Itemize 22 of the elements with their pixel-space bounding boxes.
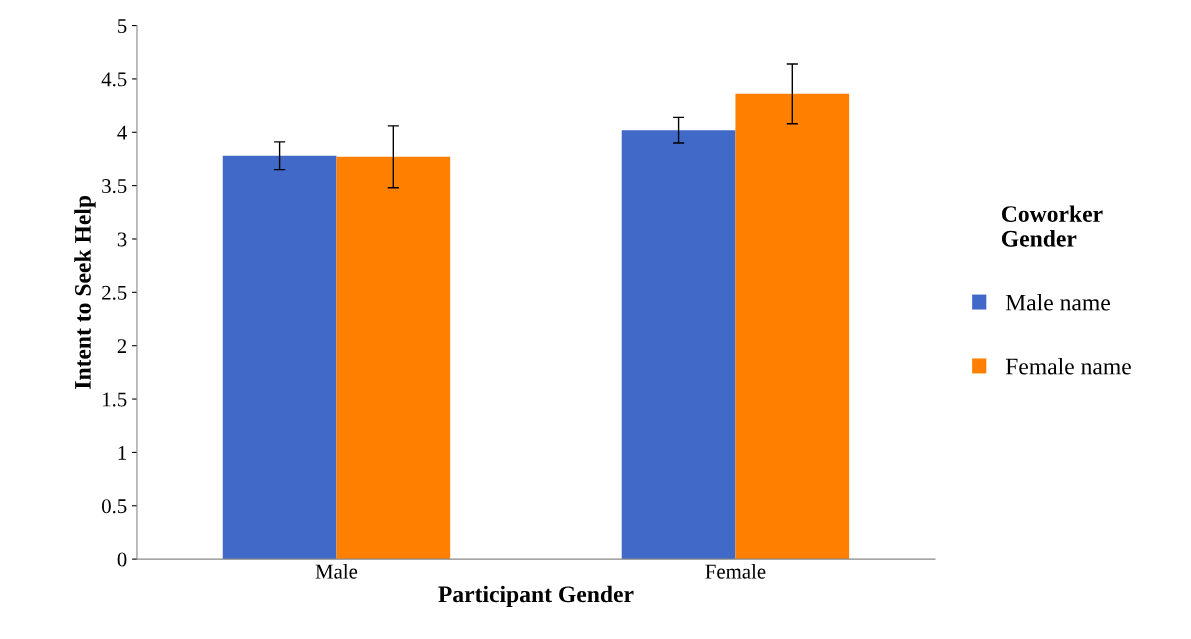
bar bbox=[621, 130, 736, 560]
y-tick-label: 1.5 bbox=[103, 392, 127, 407]
bar bbox=[735, 93, 850, 560]
y-tick-label: 3.5 bbox=[102, 179, 127, 194]
legend-label: Male name bbox=[1005, 293, 1110, 311]
legend-label: Female name bbox=[1005, 357, 1131, 375]
y-tick-label: 5 bbox=[118, 19, 127, 33]
y-tick-label: 2 bbox=[117, 339, 127, 353]
y-tick-label: 0 bbox=[117, 552, 127, 567]
y-axis-title: Intent to Seek Help bbox=[74, 195, 96, 389]
y-tick-label: 3 bbox=[117, 232, 127, 247]
y-tick-label: 1 bbox=[118, 445, 126, 460]
y-tick-label: 0.5 bbox=[102, 499, 127, 514]
legend-title: Coworker Gender bbox=[1001, 205, 1103, 247]
y-tick-label: 4.5 bbox=[101, 72, 127, 87]
x-tick-label: Female bbox=[705, 563, 766, 579]
x-tick-label: Male bbox=[315, 563, 358, 579]
bar bbox=[336, 156, 451, 560]
x-axis-title: Participant Gender bbox=[438, 585, 634, 608]
y-tick-label: 2.5 bbox=[102, 285, 127, 300]
bar bbox=[222, 155, 337, 560]
y-tick-label: 4 bbox=[117, 125, 127, 140]
